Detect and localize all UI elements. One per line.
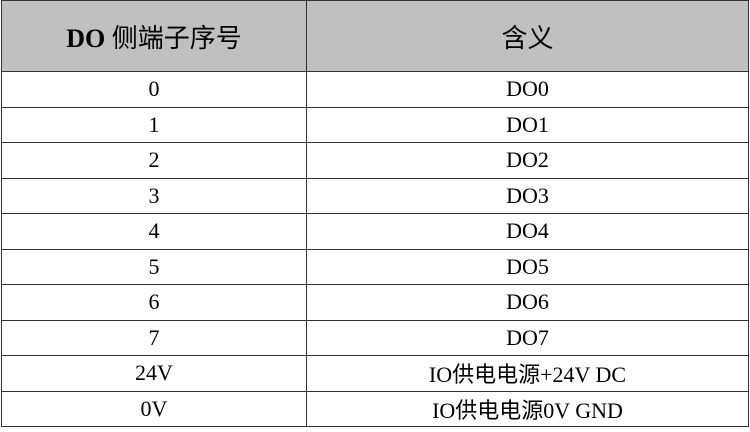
- terminal-number-cell: 5: [1, 248, 307, 285]
- meaning-cell: DO1: [306, 106, 749, 143]
- meaning-cell: DO2: [306, 142, 749, 179]
- table-row: 24V IO供电电源+24V DC: [1, 355, 749, 392]
- terminal-number-cell: 7: [1, 319, 307, 356]
- table-row: 1 DO1: [1, 106, 749, 143]
- terminal-number-cell: 0V: [1, 390, 307, 427]
- terminal-number-cell: 1: [1, 106, 307, 143]
- header-meaning: 含义: [306, 0, 749, 72]
- terminal-number-cell: 6: [1, 284, 307, 321]
- terminal-number-cell: 0: [1, 71, 307, 108]
- terminal-number-cell: 2: [1, 142, 307, 179]
- table-row: 4 DO4: [1, 213, 749, 250]
- header-terminal-number: DO 侧端子序号: [1, 0, 307, 72]
- meaning-cell: DO0: [306, 71, 749, 108]
- meaning-cell: DO3: [306, 177, 749, 214]
- meaning-cell: DO7: [306, 319, 749, 356]
- meaning-cell: IO供电电源0V GND: [306, 390, 749, 427]
- table-row: 0V IO供电电源0V GND: [1, 390, 749, 427]
- table-row: 0 DO0: [1, 71, 749, 108]
- terminal-number-cell: 24V: [1, 355, 307, 392]
- terminal-number-cell: 3: [1, 177, 307, 214]
- table-row: 7 DO7: [1, 319, 749, 356]
- table-row: 6 DO6: [1, 284, 749, 321]
- meaning-cell: DO4: [306, 213, 749, 250]
- terminal-number-cell: 4: [1, 213, 307, 250]
- table-row: 3 DO3: [1, 177, 749, 214]
- table-row: 2 DO2: [1, 142, 749, 179]
- meaning-cell: IO供电电源+24V DC: [306, 355, 749, 392]
- table-header-row: DO 侧端子序号 含义: [1, 0, 749, 72]
- meaning-cell: DO5: [306, 248, 749, 285]
- table-row: 5 DO5: [1, 248, 749, 285]
- meaning-cell: DO6: [306, 284, 749, 321]
